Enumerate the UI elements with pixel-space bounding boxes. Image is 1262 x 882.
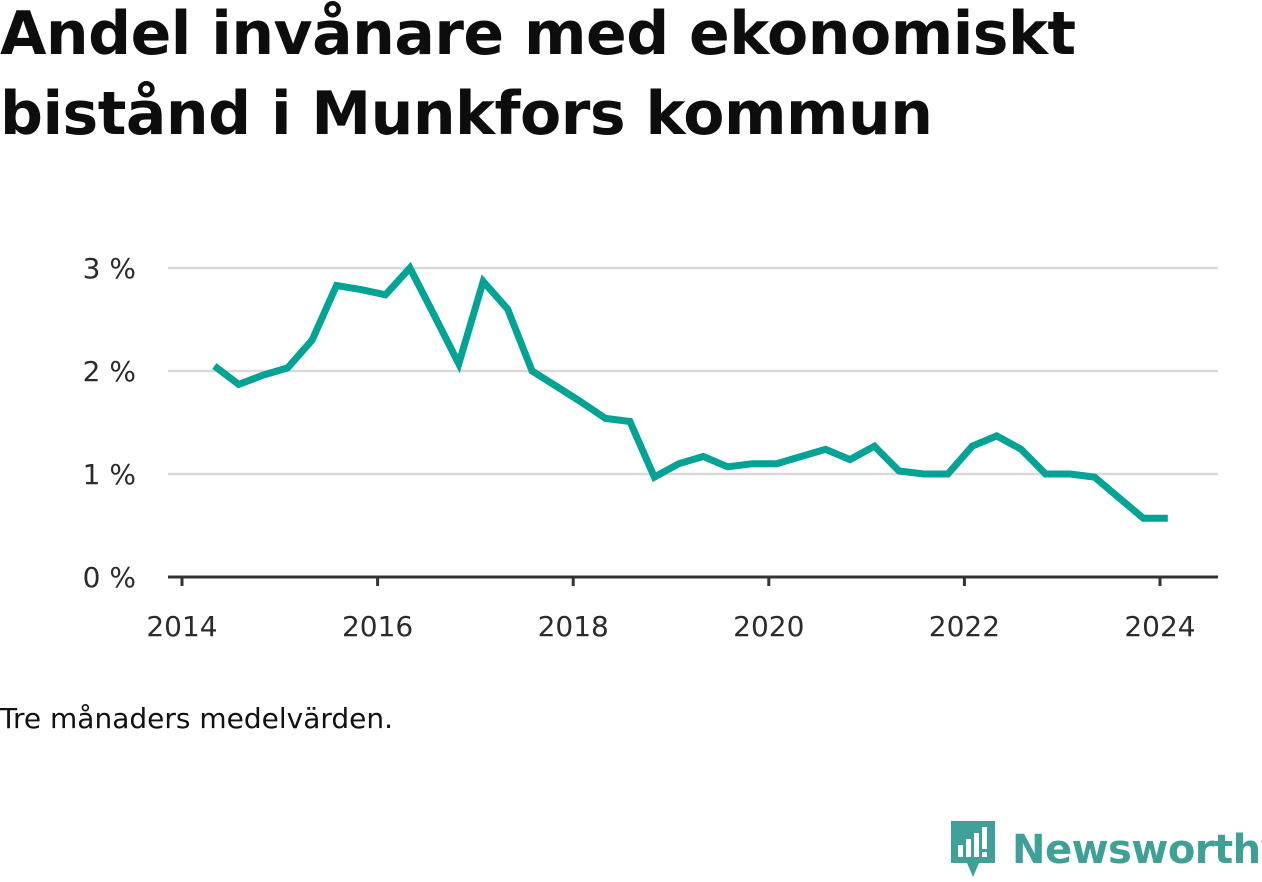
x-tick-label: 2024	[1124, 610, 1195, 643]
y-axis-ticks: 0 % 1 % 2 % 3 %	[83, 252, 136, 594]
x-tick-label: 2014	[146, 610, 217, 643]
y-tick-label: 3 %	[83, 252, 136, 285]
y-tick-label: 2 %	[83, 355, 136, 388]
brand-name: Newsworthy	[1012, 827, 1262, 873]
x-tick-label: 2016	[342, 610, 413, 643]
y-tick-label: 1 %	[83, 458, 136, 491]
x-axis: 2014 2016 2018 2020 2022 2024	[146, 575, 1218, 643]
series-line	[212, 261, 1168, 522]
y-tick-label: 0 %	[83, 561, 136, 594]
chart-note: Tre månaders medelvärden.	[0, 702, 394, 735]
grid-lines	[168, 266, 1218, 476]
brand-logo: Newsworthy	[948, 818, 1262, 882]
newsworthy-logo-icon	[951, 821, 995, 877]
x-tick-label: 2020	[733, 610, 804, 643]
x-tick-label: 2022	[929, 610, 1000, 643]
series-group	[212, 261, 1168, 522]
x-tick-label: 2018	[538, 610, 609, 643]
chart-title: Andel invånare med ekonomiskt bistånd i …	[0, 0, 1076, 149]
